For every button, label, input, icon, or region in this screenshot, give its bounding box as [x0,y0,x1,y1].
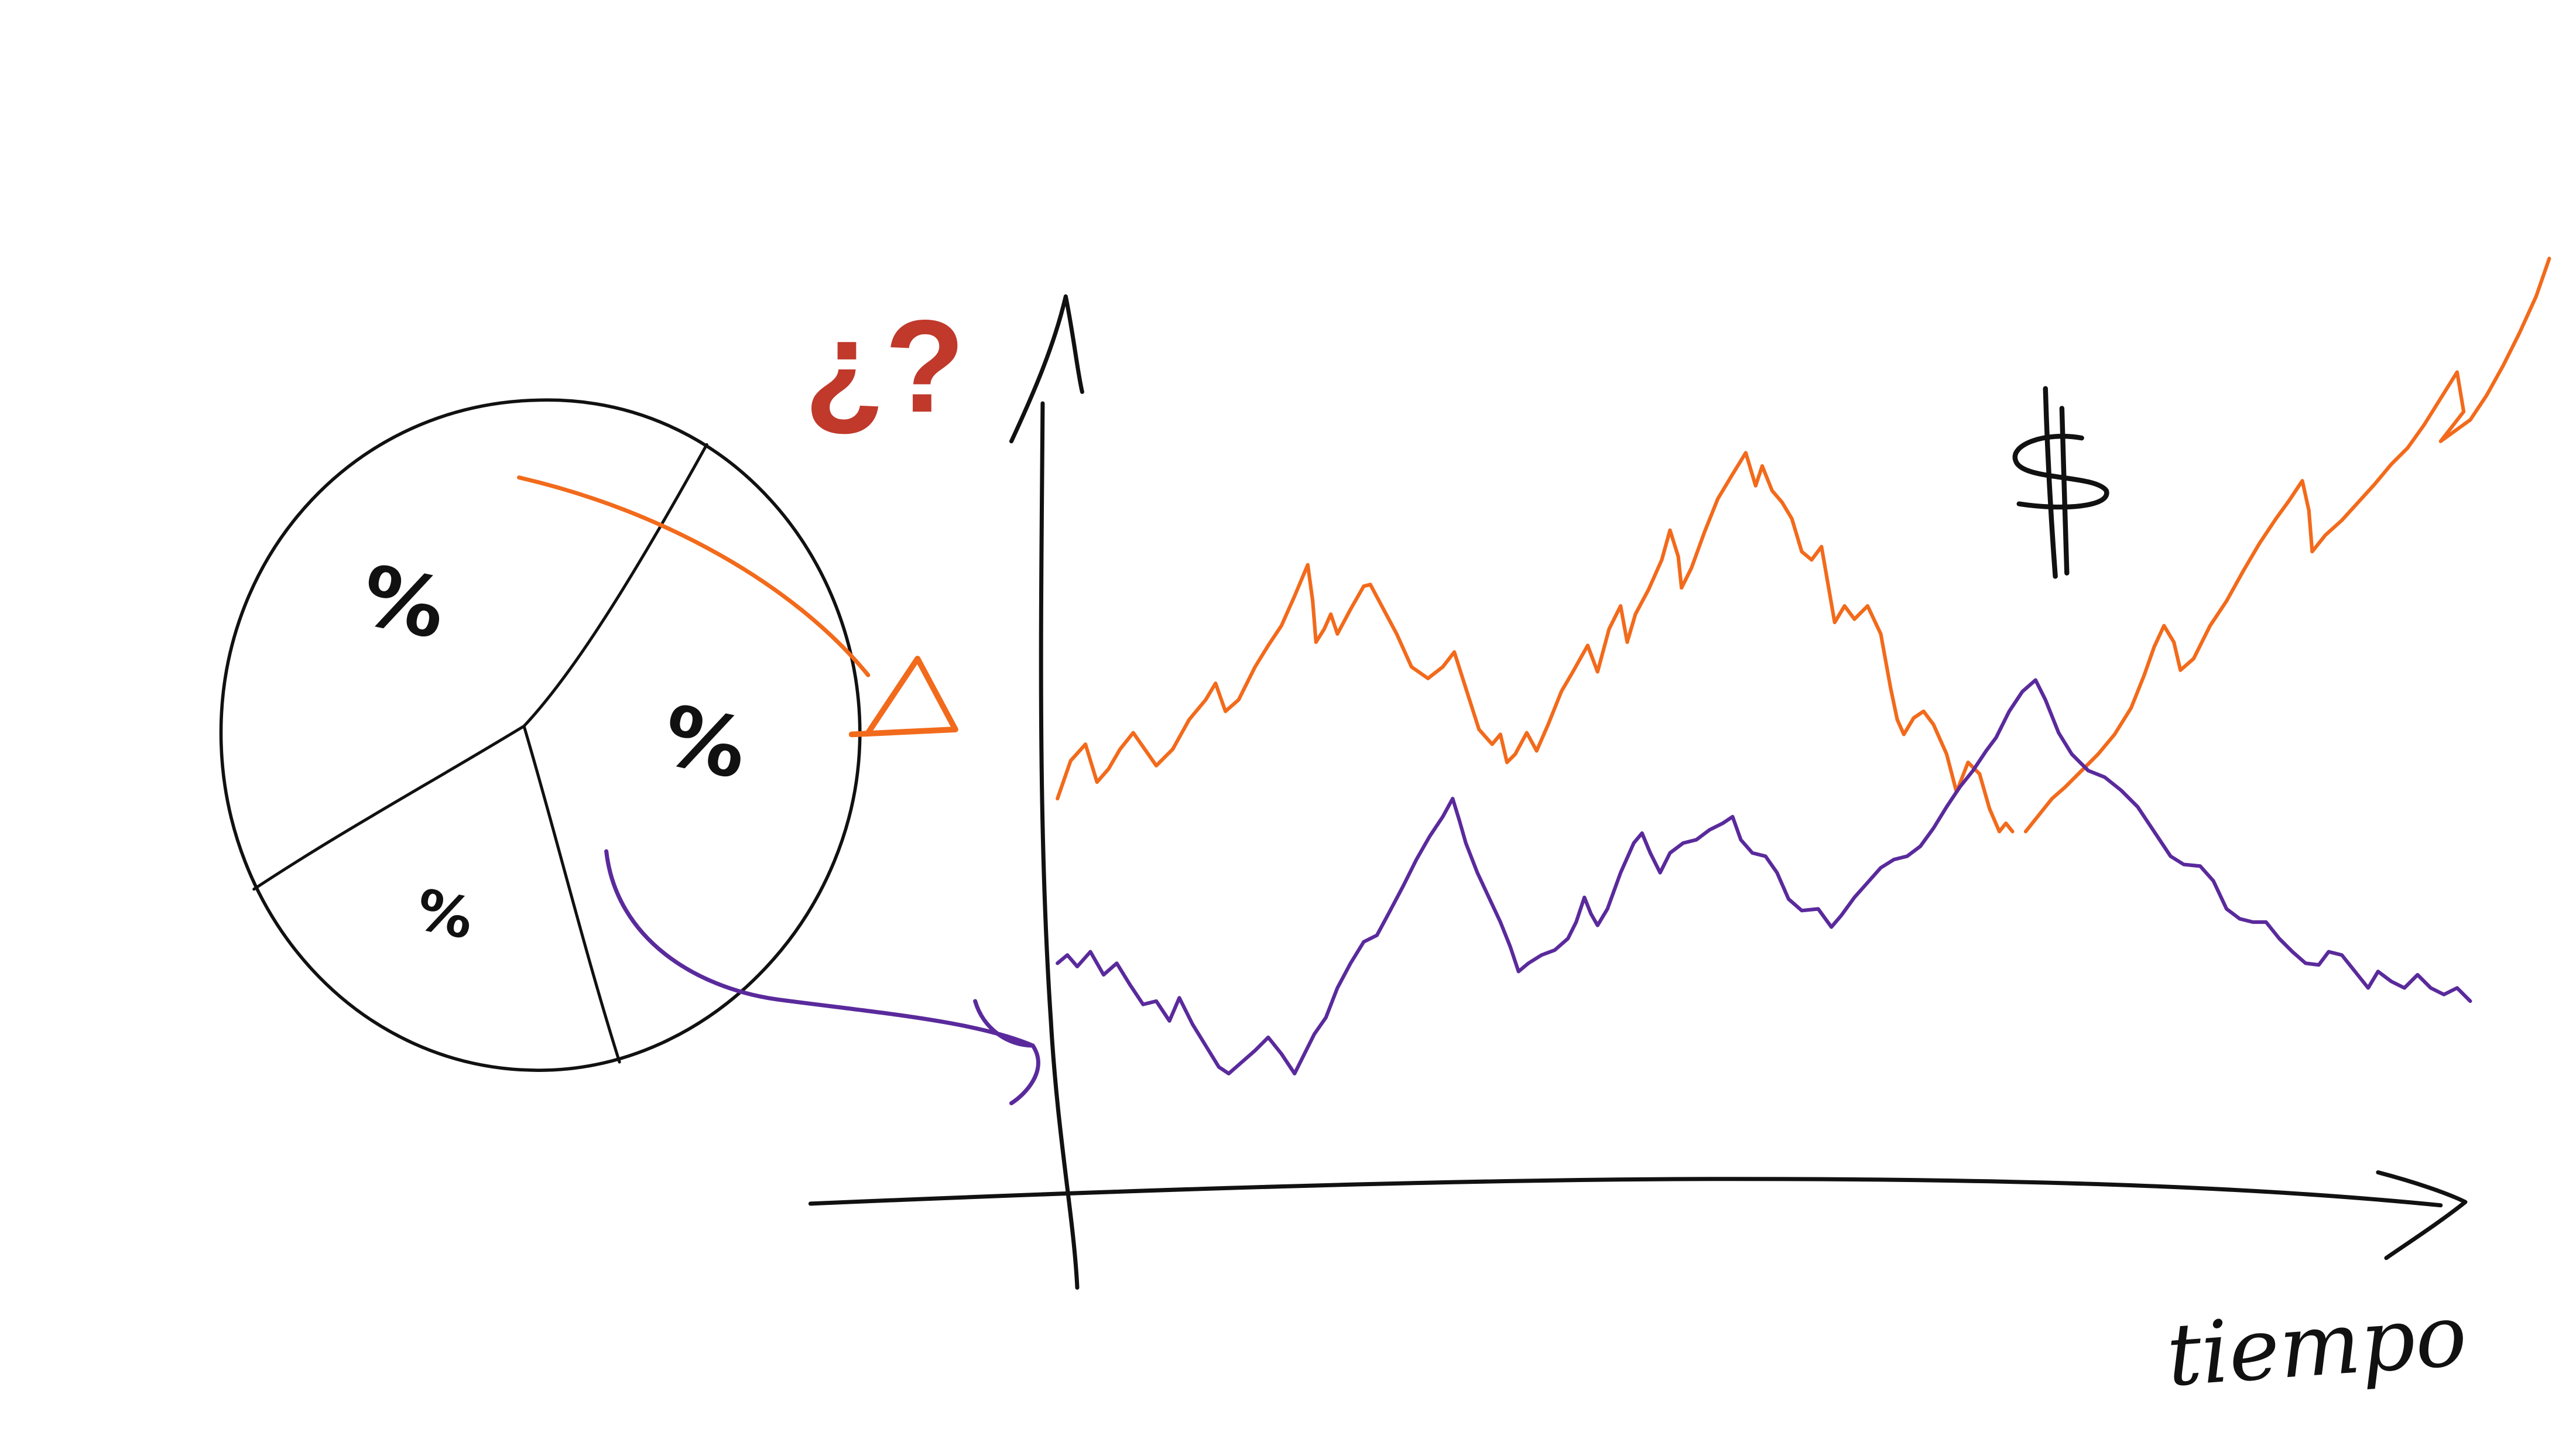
pie-divider-1 [522,443,708,728]
orange-series-line [1056,451,2015,834]
purple-connector-hook [973,999,1035,1048]
question-mark-label: ¿? [804,292,965,440]
x-axis-line [808,1177,2443,1208]
y-axis-arrowhead [1009,294,1084,444]
pie-slice-label-top-left: % [353,547,454,659]
x-axis-arrowhead [2376,1170,2468,1260]
pie-outline [219,398,862,1072]
orange-series-line-continuation [2023,256,2551,834]
pie-chart: % % % [219,398,862,1072]
orange-connector-arrow [517,475,871,677]
purple-series-line [1056,678,2472,1075]
y-axis-line [1039,401,1080,1290]
dollar-stroke-1 [2043,386,2058,579]
pie-divider-2 [252,724,526,891]
dollar-stroke-2 [2059,406,2070,576]
delta-triangle [848,656,958,738]
x-axis-label: tiempo [2164,1286,2470,1406]
delta-icon: Δ [848,656,958,738]
pie-slice-label-bottom: % [410,876,479,952]
pie-slice-label-right: % [655,687,755,799]
chart-axes [808,294,2468,1290]
pie-divider-3 [522,724,621,1064]
dollar-sign-icon: $ [2012,386,2109,579]
purple-connector-arrow [604,849,1040,1105]
